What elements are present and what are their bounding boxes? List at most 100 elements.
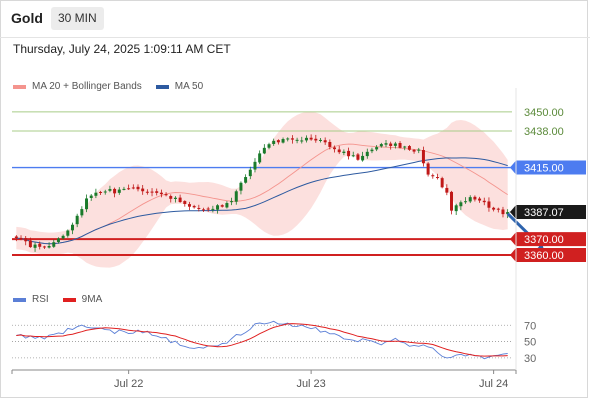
candle-body — [431, 175, 435, 177]
candle-body — [468, 197, 472, 202]
candle-body — [122, 188, 126, 190]
candle-body — [501, 209, 505, 215]
price-label-3387-07-tag — [510, 204, 586, 219]
candle-body — [384, 143, 388, 145]
chart-datetime: Thursday, July 24, 2025 1:09:11 AM CET — [13, 42, 231, 56]
main-legend: MA 20 + Bollinger Bands MA 50 — [13, 81, 217, 92]
candles-group — [14, 134, 510, 252]
rsi-panel: 70 50 30 — [12, 320, 536, 365]
candle-body — [412, 149, 416, 152]
candle-body — [159, 192, 163, 195]
candle-body — [361, 155, 365, 161]
candle-body — [24, 238, 28, 242]
price-labels: 3450.00 3438.00 3415.00 3387.07 3370.00 3360.… — [510, 107, 586, 262]
candle-body — [150, 191, 154, 193]
candle-body — [487, 201, 491, 208]
candle-body — [197, 208, 201, 210]
candle-body — [403, 146, 407, 148]
candle-body — [318, 139, 322, 141]
rsi-tick-30: 30 — [524, 353, 536, 365]
candle-body — [300, 140, 304, 142]
candle-body — [253, 161, 257, 170]
candle-body — [267, 144, 271, 148]
candle-body — [230, 201, 234, 203]
candle-body — [145, 191, 149, 193]
candle-body — [173, 197, 177, 199]
candle-body — [187, 204, 191, 207]
legend-label-ma20: MA 20 + Bollinger Bands — [32, 81, 142, 92]
candle-body — [28, 240, 32, 248]
candle-body — [492, 207, 496, 210]
candle-body — [52, 242, 56, 247]
candle-body — [239, 182, 243, 191]
rsi-9ma-line — [16, 323, 508, 357]
candle-body — [421, 150, 425, 164]
candle-body — [85, 198, 89, 210]
candle-body — [333, 147, 337, 150]
candle-body — [328, 141, 332, 147]
candle-body — [19, 237, 23, 240]
candle-body — [435, 177, 439, 179]
legend-swatch-9ma — [62, 297, 76, 302]
candle-body — [290, 138, 294, 140]
candle-body — [281, 139, 285, 143]
candle-body — [304, 137, 308, 141]
candle-body — [216, 205, 220, 210]
candle-body — [155, 191, 159, 193]
candle-body — [314, 138, 318, 141]
legend-item-rsi: RSI — [13, 294, 49, 305]
candle-body — [178, 197, 182, 203]
legend-item-9ma: 9MA — [62, 294, 102, 305]
candle-body — [375, 147, 379, 150]
candle-body — [136, 186, 140, 190]
candle-body — [379, 144, 383, 147]
candle-body — [14, 236, 18, 239]
main-price-panel: 3450.00 3438.00 3415.00 3387.07 3370.00 3360.… — [12, 107, 586, 268]
candle-body — [183, 201, 187, 205]
candle-body — [220, 205, 224, 207]
candle-body — [131, 187, 135, 189]
candle-body — [108, 189, 112, 191]
candle-body — [225, 203, 229, 208]
candle-body — [407, 146, 411, 150]
price-label-3415-00: 3415.00 — [524, 163, 564, 175]
candle-body — [169, 196, 173, 199]
candle-body — [389, 143, 393, 146]
rsi-tick-70: 70 — [524, 320, 536, 332]
bollinger-band-area — [16, 111, 508, 268]
candle-body — [464, 201, 468, 203]
candle-body — [206, 208, 210, 210]
candle-body — [426, 163, 430, 175]
candle-body — [70, 224, 74, 231]
candle-body — [75, 215, 79, 225]
price-label-3415-00-tag — [510, 160, 586, 175]
candle-body — [393, 143, 397, 146]
price-label-3387-07: 3387.07 — [524, 207, 564, 219]
rsi-legend: RSI 9MA — [13, 294, 116, 305]
candle-body — [365, 151, 369, 157]
candle-body — [244, 177, 248, 183]
candle-body — [103, 191, 107, 193]
x-label-Jul-22: Jul 22 — [114, 378, 143, 390]
candle-body — [42, 246, 46, 248]
instrument-title: Gold — [11, 10, 43, 26]
candle-body — [56, 238, 60, 242]
candle-body — [61, 235, 65, 239]
candle-body — [450, 191, 454, 211]
x-axis: Jul 22 Jul 23 Jul 24 — [11, 369, 517, 390]
candle-body — [211, 208, 215, 210]
candle-body — [262, 147, 266, 154]
candle-body — [454, 205, 458, 212]
timeframe-badge[interactable]: 30 MIN — [51, 7, 104, 30]
candle-body — [295, 139, 299, 141]
candle-body — [272, 140, 276, 144]
candle-body — [80, 209, 84, 216]
legend-swatch-ma20 — [13, 84, 26, 89]
price-label-3450-00: 3450.00 — [524, 107, 564, 119]
candle-body — [248, 169, 252, 177]
candle-body — [440, 178, 444, 188]
candle-body — [309, 137, 313, 140]
candle-body — [94, 192, 98, 196]
candle-body — [66, 230, 70, 236]
